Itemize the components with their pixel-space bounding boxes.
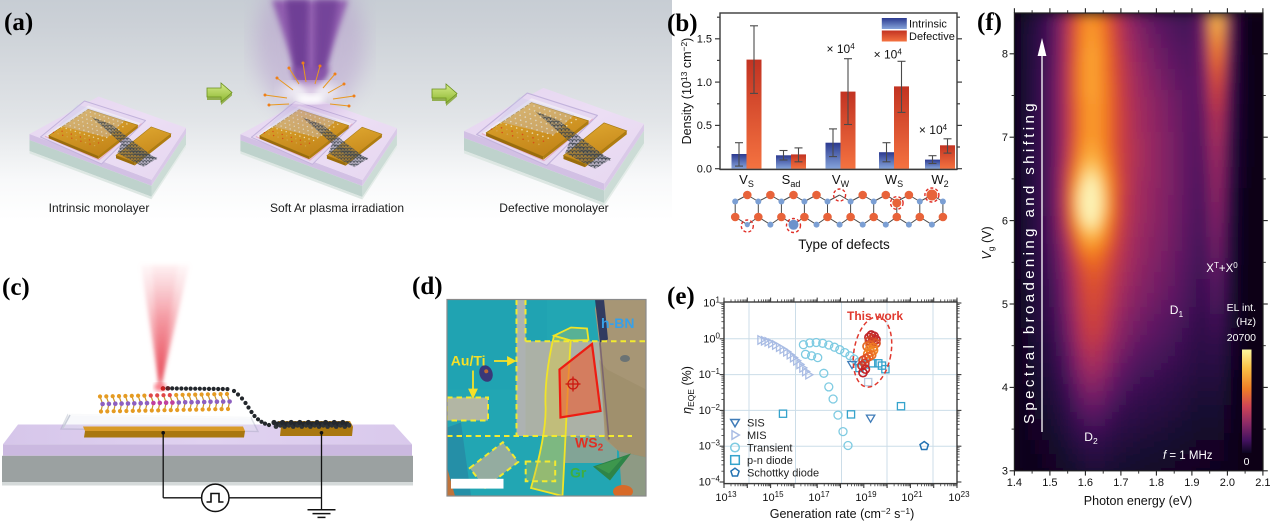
svg-text:h-BN: h-BN <box>601 315 634 331</box>
svg-text:(b): (b) <box>667 10 698 37</box>
svg-text:2.1: 2.1 <box>1255 477 1270 489</box>
svg-text:VW: VW <box>832 172 850 189</box>
svg-text:8: 8 <box>1002 49 1008 61</box>
svg-text:Spectral broadening and shifti: Spectral broadening and shifting <box>1021 100 1038 424</box>
svg-text:Transient: Transient <box>747 442 792 454</box>
svg-text:Schottky diode: Schottky diode <box>747 467 819 479</box>
svg-text:101: 101 <box>703 296 720 310</box>
svg-text:1015: 1015 <box>762 490 784 504</box>
svg-text:0.5: 0.5 <box>697 120 712 132</box>
svg-text:0.0: 0.0 <box>697 164 712 176</box>
svg-text:Soft Ar plasma irradiation: Soft Ar plasma irradiation <box>270 201 404 215</box>
svg-text:This work: This work <box>847 309 903 323</box>
svg-text:Generation rate (cm−2 s−1): Generation rate (cm−2 s−1) <box>770 506 914 521</box>
svg-text:2.0: 2.0 <box>1220 477 1235 489</box>
svg-text:10−1: 10−1 <box>699 367 721 381</box>
svg-text:(Hz): (Hz) <box>1236 316 1256 328</box>
svg-text:× 104: × 104 <box>874 48 903 62</box>
svg-text:1017: 1017 <box>808 490 830 504</box>
svg-text:SIS: SIS <box>747 417 765 429</box>
svg-text:XT+X0: XT+X0 <box>1206 261 1238 275</box>
svg-text:20700: 20700 <box>1227 332 1256 344</box>
svg-text:(a): (a) <box>4 9 33 36</box>
svg-text:ηEQE (%): ηEQE (%) <box>680 366 696 414</box>
svg-text:× 104: × 104 <box>919 123 948 137</box>
svg-text:5: 5 <box>1002 299 1008 311</box>
svg-text:WS: WS <box>885 172 903 189</box>
svg-text:1.4: 1.4 <box>1007 477 1022 489</box>
svg-text:1019: 1019 <box>855 490 877 504</box>
svg-text:1.0: 1.0 <box>697 77 712 89</box>
svg-text:3: 3 <box>1002 466 1008 478</box>
svg-text:Intrinsic: Intrinsic <box>909 19 947 31</box>
svg-text:Vg (V): Vg (V) <box>980 226 996 259</box>
svg-text:(d): (d) <box>412 273 443 300</box>
svg-text:Gr: Gr <box>570 465 587 481</box>
svg-text:1.9: 1.9 <box>1184 477 1199 489</box>
svg-text:EL int.: EL int. <box>1227 302 1256 314</box>
svg-text:Density (1013 cm−2): Density (1013 cm−2) <box>679 38 694 145</box>
svg-text:Sad: Sad <box>782 172 801 189</box>
svg-text:p-n diode: p-n diode <box>747 455 793 467</box>
svg-text:VS: VS <box>739 172 754 189</box>
svg-text:4: 4 <box>1002 382 1008 394</box>
svg-text:10−4: 10−4 <box>699 475 721 489</box>
svg-text:1.6: 1.6 <box>1078 477 1093 489</box>
svg-text:Photon energy (eV): Photon energy (eV) <box>1084 494 1192 508</box>
svg-text:1.7: 1.7 <box>1113 477 1128 489</box>
svg-text:MIS: MIS <box>747 430 767 442</box>
svg-text:6: 6 <box>1002 215 1008 227</box>
svg-text:1013: 1013 <box>715 490 737 504</box>
svg-text:100: 100 <box>703 331 720 345</box>
svg-text:W2: W2 <box>931 172 948 189</box>
svg-text:Type of defects: Type of defects <box>798 237 890 252</box>
svg-text:Au/Ti: Au/Ti <box>451 353 486 369</box>
svg-text:7: 7 <box>1002 132 1008 144</box>
svg-text:10−3: 10−3 <box>699 439 721 453</box>
svg-text:(e): (e) <box>667 283 695 310</box>
svg-text:1023: 1023 <box>948 490 970 504</box>
svg-text:10−2: 10−2 <box>699 403 721 417</box>
svg-text:1.5: 1.5 <box>697 34 712 46</box>
svg-text:(f): (f) <box>977 9 1002 36</box>
svg-text:WS2: WS2 <box>575 435 604 454</box>
svg-text:f = 1 MHz: f = 1 MHz <box>1163 450 1213 462</box>
svg-text:1.5: 1.5 <box>1042 477 1057 489</box>
svg-text:Defective: Defective <box>909 31 955 43</box>
svg-text:1.8: 1.8 <box>1149 477 1164 489</box>
svg-text:× 104: × 104 <box>827 42 856 56</box>
svg-text:1021: 1021 <box>901 490 923 504</box>
svg-text:(c): (c) <box>2 274 30 301</box>
svg-text:0: 0 <box>1244 456 1250 468</box>
svg-text:Intrinsic monolayer: Intrinsic monolayer <box>49 201 150 215</box>
svg-text:Defective monolayer: Defective monolayer <box>499 201 608 215</box>
